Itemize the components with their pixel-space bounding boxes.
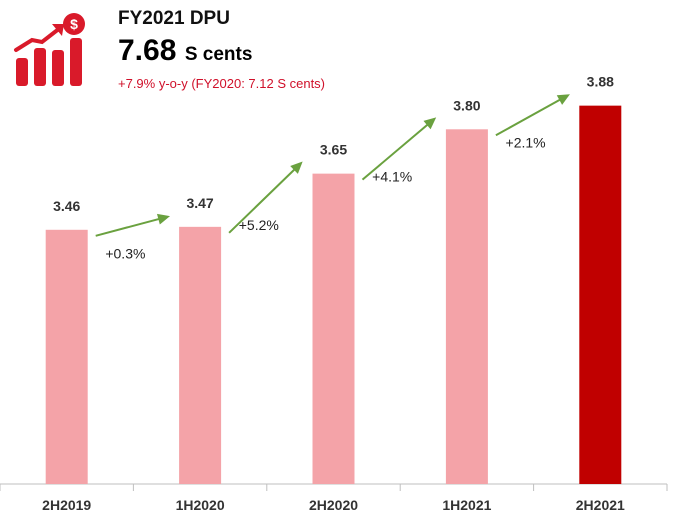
x-tick-label-2H2020: 2H2020: [309, 497, 358, 513]
x-tick-label-1H2020: 1H2020: [176, 497, 225, 513]
growth-arrow-head: [556, 94, 570, 105]
bar-1H2021: [445, 129, 488, 484]
data-label-1H2020: 3.47: [186, 195, 213, 211]
dpu-value: 7.68 S cents: [118, 34, 252, 68]
growth-arrow-line: [495, 94, 568, 137]
growth-change-label: +0.3%: [105, 245, 145, 261]
rising-bar-chart-dollar-icon: $: [14, 13, 85, 86]
svg-text:$: $: [70, 16, 78, 32]
data-label-2H2020: 3.65: [320, 142, 347, 158]
dpu-unit: S cents: [184, 44, 253, 65]
growth-arrow-line: [228, 162, 302, 234]
x-tick-label-2H2021: 2H2021: [576, 497, 625, 513]
bar-2H2020: [312, 173, 355, 484]
growth-change-label: +5.2%: [239, 217, 279, 233]
bar-2H2021: [579, 105, 622, 484]
growth-change-label: +4.1%: [372, 168, 412, 184]
growth-change-label: +2.1%: [506, 134, 546, 150]
x-tick-label-2H2019: 2H2019: [42, 497, 91, 513]
data-label-2H2021: 3.88: [587, 74, 614, 90]
yoy-subtitle: +7.9% y-o-y (FY2020: 7.12 S cents): [118, 76, 326, 91]
growth-arrow-head: [156, 213, 170, 225]
data-label-2H2019: 3.46: [53, 198, 80, 214]
header-title: FY2021 DPU: [118, 8, 230, 29]
growth-arrow-head: [290, 161, 303, 174]
growth-arrow-head: [423, 117, 437, 130]
bar-1H2020: [179, 226, 222, 484]
dpu-number: 7.68: [118, 34, 177, 67]
growth-arrow-line: [95, 215, 168, 237]
bar-2H2019: [45, 229, 88, 484]
data-label-1H2021: 3.80: [453, 97, 480, 113]
x-tick-label-1H2021: 1H2021: [442, 497, 491, 513]
growth-arrow-line: [361, 118, 435, 181]
